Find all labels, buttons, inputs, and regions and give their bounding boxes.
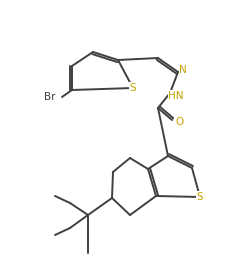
Text: O: O — [175, 117, 183, 127]
Text: Br: Br — [44, 92, 56, 102]
Text: HN: HN — [168, 91, 184, 101]
Text: S: S — [130, 83, 136, 93]
Text: N: N — [179, 65, 187, 75]
Text: S: S — [197, 192, 203, 202]
